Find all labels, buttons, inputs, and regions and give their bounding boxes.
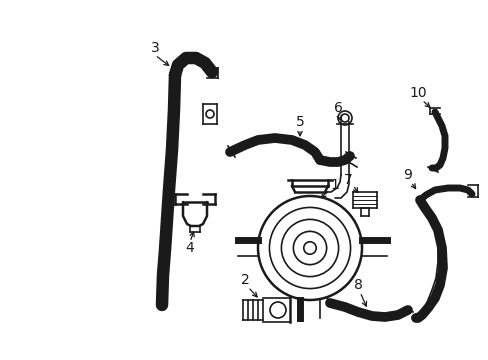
Text: 3: 3 <box>150 41 159 55</box>
Text: 9: 9 <box>403 168 411 182</box>
Text: 6: 6 <box>333 101 342 115</box>
Text: 7: 7 <box>343 173 352 187</box>
Text: 2: 2 <box>240 273 249 287</box>
Text: 1: 1 <box>330 178 339 192</box>
Text: 10: 10 <box>408 86 426 100</box>
Text: 4: 4 <box>185 241 194 255</box>
Text: 8: 8 <box>353 278 362 292</box>
Text: 5: 5 <box>295 115 304 129</box>
